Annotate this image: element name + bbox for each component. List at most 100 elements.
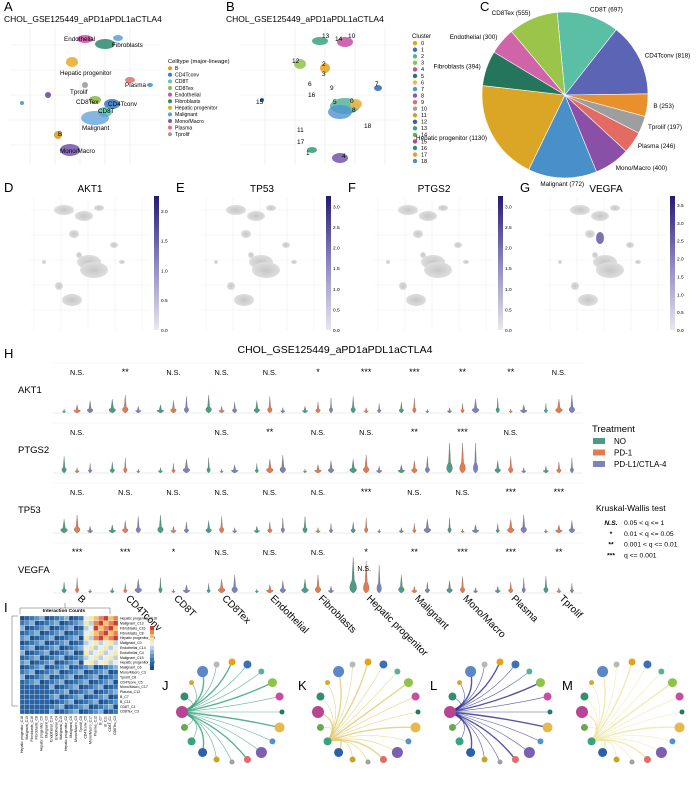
violin-shape xyxy=(570,583,574,594)
heatmap-cell xyxy=(29,630,35,636)
panel-letter-a: A xyxy=(4,0,13,14)
heatmap-cell xyxy=(68,625,75,631)
violin-shape xyxy=(377,403,382,414)
heatmap-cell xyxy=(39,635,45,641)
heatmap-cell xyxy=(44,664,50,671)
heatmap-cell xyxy=(34,625,40,631)
treatment-label: PD-L1/CTLA-4 xyxy=(614,460,667,469)
heatmap-cell xyxy=(68,679,75,685)
umap-label: CD4Tconv xyxy=(108,101,138,108)
umap-label: Malignant xyxy=(82,125,110,132)
expression-cells xyxy=(399,282,407,290)
violin-shape xyxy=(349,556,357,594)
violin-shape xyxy=(87,526,94,534)
heatmap-cell xyxy=(108,664,114,671)
test-legend-symbol: * xyxy=(610,531,613,538)
cell-cluster-node xyxy=(316,723,324,731)
heatmap-cell xyxy=(103,650,109,656)
interaction-edge xyxy=(449,711,530,753)
heatmap-cell xyxy=(39,708,45,715)
cell-cluster-node xyxy=(198,747,208,757)
cell-cluster-node xyxy=(613,756,620,763)
violin-shape xyxy=(363,560,370,594)
cell-cluster-node xyxy=(598,747,608,757)
violin-shape xyxy=(568,520,575,534)
heatmap-cell xyxy=(59,620,65,626)
expression-cells xyxy=(291,260,297,264)
colorbar xyxy=(154,196,159,330)
expression-cells xyxy=(69,230,79,238)
legend-label: Tprolif xyxy=(175,132,190,138)
heatmap-cell xyxy=(73,615,79,622)
heatmap-cell xyxy=(44,674,50,680)
violin-shape xyxy=(122,394,129,414)
cell-cluster-node xyxy=(213,756,220,763)
violin-shape xyxy=(424,581,430,594)
panel-letter-h: H xyxy=(4,346,13,361)
violin-shape xyxy=(412,523,417,534)
heatmap-cell xyxy=(19,689,26,695)
expression-cells xyxy=(226,205,246,215)
heatmap-scale xyxy=(150,638,154,642)
heatmap-cell xyxy=(78,704,84,710)
colorbar-tick: 0.5 xyxy=(333,307,340,313)
heatmap-cell xyxy=(88,645,94,651)
significance-mark: *** xyxy=(505,487,516,497)
heatmap-cell xyxy=(63,630,70,636)
violin-shape xyxy=(232,401,238,414)
heatmap-cell xyxy=(98,635,104,641)
panel-a-title: CHOL_GSE125449_aPD1aPDL1aCTLA4 xyxy=(4,14,162,24)
expression-panel-tp53: E TP53 0.0 0.5 1.0 1.5 2.0 2.5 3.0 xyxy=(176,180,340,334)
interaction-edge xyxy=(591,671,662,742)
test-legend-text: q <= 0.001 xyxy=(624,552,657,559)
legend-swatch xyxy=(412,132,418,138)
significance-mark: * xyxy=(316,367,320,377)
heatmap-cell xyxy=(108,694,114,700)
violin-shape xyxy=(280,517,285,534)
cell-cluster-node xyxy=(410,722,421,733)
celltype-axis-label: CD8Tex xyxy=(220,593,253,626)
heatmap-cell xyxy=(34,635,40,641)
heatmap-cell xyxy=(73,684,79,690)
violin-shape xyxy=(303,468,307,474)
colorbar-tick: 0.5 xyxy=(161,298,168,304)
legend-swatch xyxy=(168,66,172,71)
colorbar-tick: 1.0 xyxy=(505,287,512,293)
heatmap-cell xyxy=(108,699,114,705)
heatmap-cell xyxy=(88,650,94,656)
expression-cells xyxy=(282,242,290,248)
heatmap-cell xyxy=(78,650,84,656)
significance-mark: N.S. xyxy=(166,368,180,377)
cell-cluster-node xyxy=(394,668,401,675)
heatmap-cell xyxy=(59,704,65,710)
pie-slice xyxy=(481,85,566,171)
heatmap-cell xyxy=(83,645,89,651)
heatmap-cell xyxy=(88,640,94,646)
violin-shape xyxy=(88,463,92,474)
interaction-edge xyxy=(449,681,541,713)
heatmap-cell xyxy=(29,650,35,656)
interaction-edge xyxy=(181,681,273,713)
legend-label: 13 xyxy=(421,126,427,132)
colorbar-tick: 1.5 xyxy=(505,266,512,272)
heatmap-row-label: Mono/Macro_C3 xyxy=(120,671,146,675)
expression-panel-vegfa: G VEGFA 0.0 0.5 1.0 1.5 2.0 2.5 3.0 3.5 xyxy=(520,180,684,334)
heatmap-cell xyxy=(24,659,30,666)
heatmap-cell xyxy=(24,655,30,661)
cell-cluster-node xyxy=(229,759,235,765)
heatmap-cell xyxy=(98,699,104,705)
violin-shape xyxy=(87,400,94,414)
violin-shape xyxy=(473,587,478,594)
heatmap-cell xyxy=(49,635,55,641)
legend-label: CD8T xyxy=(175,79,189,85)
interaction-edge xyxy=(449,711,541,742)
panel-letter-b: B xyxy=(226,0,235,14)
heatmap-cell xyxy=(19,655,26,661)
heatmap-row-label: CD8Tex_C3 xyxy=(120,710,139,714)
pie-slice xyxy=(511,12,566,96)
violin-shape xyxy=(329,397,333,414)
heatmap-scale xyxy=(150,626,154,630)
heatmap-cell xyxy=(24,635,30,641)
heatmap-cell xyxy=(39,655,45,661)
expression-cells xyxy=(406,294,426,306)
